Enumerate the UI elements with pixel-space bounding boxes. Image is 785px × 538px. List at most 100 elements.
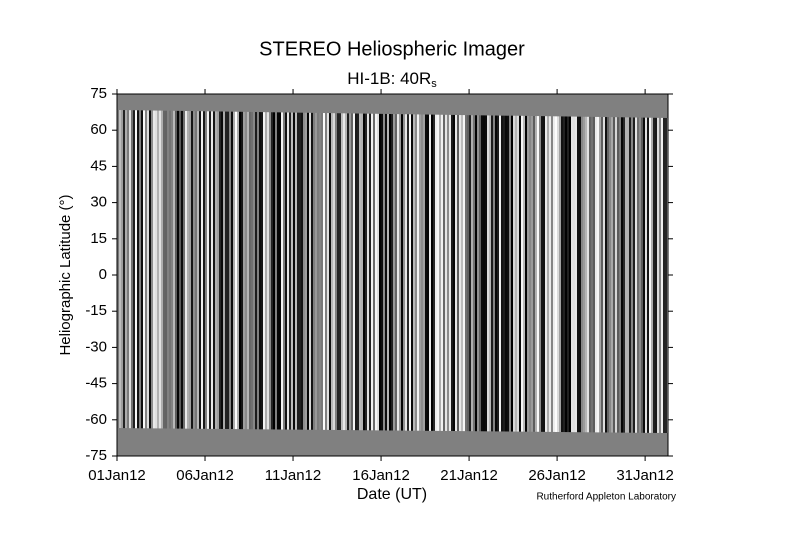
y-axis-label: Heliographic Latitude (°) xyxy=(57,194,74,355)
stripe xyxy=(543,110,545,433)
stripe xyxy=(435,110,437,433)
stripe xyxy=(327,110,329,433)
stripe xyxy=(403,110,405,433)
stripe xyxy=(563,110,565,433)
stripe xyxy=(547,110,549,433)
y-tick-label: -30 xyxy=(85,338,107,355)
stripe xyxy=(253,110,255,433)
stripe xyxy=(515,110,517,433)
stripe xyxy=(231,110,233,433)
stripe xyxy=(257,110,259,433)
stripe xyxy=(445,110,447,433)
stripe xyxy=(581,110,583,433)
stripe xyxy=(447,110,449,433)
subtitle-subscript: s xyxy=(431,78,437,90)
stripe xyxy=(249,110,251,433)
stripe xyxy=(659,110,661,433)
stripe xyxy=(661,110,663,433)
stripe xyxy=(371,110,373,433)
stripe xyxy=(487,110,489,433)
y-tick-label: 60 xyxy=(90,121,107,138)
stripe xyxy=(215,110,217,433)
stripe xyxy=(305,110,307,433)
stripe xyxy=(395,110,397,433)
stripe xyxy=(125,110,127,433)
stripe xyxy=(233,110,235,433)
stripe xyxy=(301,110,303,433)
stripe xyxy=(629,110,631,433)
stripe xyxy=(191,110,193,433)
stripe xyxy=(431,110,433,433)
stripe xyxy=(411,110,413,433)
stripe xyxy=(453,110,455,433)
stripe xyxy=(385,110,387,433)
stripe xyxy=(479,110,481,433)
stripe xyxy=(647,110,649,433)
stripe xyxy=(561,110,563,433)
stripe xyxy=(307,110,309,433)
stripe xyxy=(169,110,171,433)
stripe xyxy=(439,110,441,433)
stripe xyxy=(267,110,269,433)
stripe xyxy=(275,110,277,433)
stripe xyxy=(597,110,599,433)
stripe xyxy=(641,110,643,433)
stripe xyxy=(541,110,543,433)
stripe xyxy=(255,110,257,433)
stripe xyxy=(449,110,451,433)
stripe xyxy=(651,110,653,433)
stripe xyxy=(221,110,223,433)
stripe xyxy=(549,110,551,433)
stripe xyxy=(163,110,165,433)
stripe xyxy=(521,110,523,433)
stripe xyxy=(653,110,655,433)
stripe xyxy=(579,110,581,433)
stripe xyxy=(475,110,477,433)
stripe xyxy=(179,110,181,433)
stripe xyxy=(463,110,465,433)
stripe xyxy=(329,110,331,433)
stripe xyxy=(497,110,499,433)
stripe xyxy=(243,110,245,433)
stripe xyxy=(381,110,383,433)
stripe xyxy=(181,110,183,433)
stripe xyxy=(229,110,231,433)
stripe xyxy=(459,110,461,433)
x-tick-label: 11Jan12 xyxy=(265,467,321,484)
stripe xyxy=(147,110,149,433)
stripe xyxy=(273,110,275,433)
stripe xyxy=(477,110,479,433)
stripe xyxy=(443,110,445,433)
stripe xyxy=(265,110,267,433)
stripe xyxy=(631,110,633,433)
y-tick-label: -45 xyxy=(85,375,107,392)
stripe xyxy=(557,110,559,433)
stripe xyxy=(153,110,155,433)
stripe xyxy=(173,110,175,433)
stripe xyxy=(499,110,501,433)
stripe xyxy=(469,110,471,433)
stripe xyxy=(585,110,587,433)
stripe xyxy=(281,110,283,433)
stripe xyxy=(217,110,219,433)
stripe xyxy=(145,110,147,433)
stripe xyxy=(159,110,161,433)
stripe xyxy=(313,110,315,433)
stripe xyxy=(513,110,515,433)
stripe xyxy=(519,110,521,433)
stripe xyxy=(311,110,313,433)
stripe xyxy=(637,110,639,433)
stripe xyxy=(119,110,121,433)
stripe xyxy=(135,110,137,433)
stripe xyxy=(201,110,203,433)
stripe xyxy=(377,110,379,433)
stripe xyxy=(505,110,507,433)
stripe xyxy=(359,110,361,433)
stripe xyxy=(143,110,145,433)
stripe xyxy=(575,110,577,433)
stripe xyxy=(587,110,589,433)
stripe xyxy=(245,110,247,433)
stripe xyxy=(623,110,625,433)
stripe xyxy=(335,110,337,433)
stripe xyxy=(539,110,541,433)
